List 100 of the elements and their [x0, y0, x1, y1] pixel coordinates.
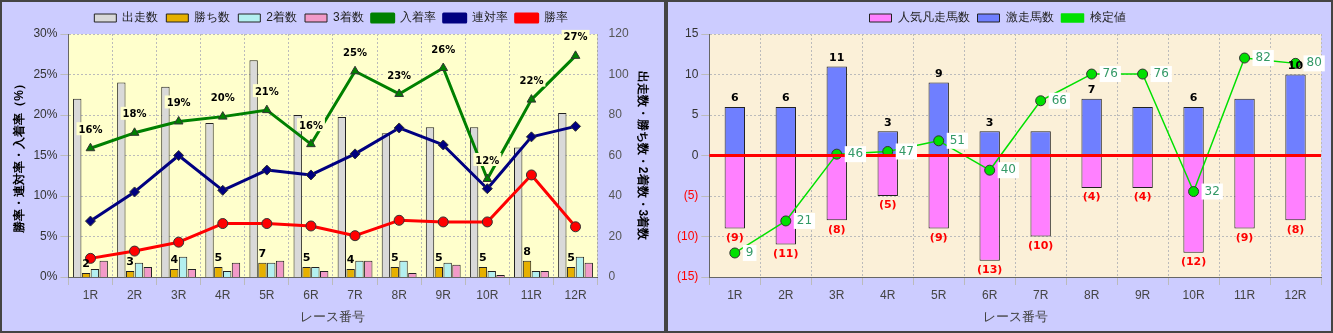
y-tick-label: 5%	[40, 228, 58, 243]
y-tick-label: (15)	[677, 269, 699, 284]
x-tick-label: 4R	[880, 287, 896, 302]
legend-label: 勝率	[543, 10, 568, 25]
point	[262, 104, 272, 114]
data-label: 5	[302, 251, 311, 265]
data-label: 40	[1000, 162, 1016, 177]
y-tick-label: 15%	[33, 147, 58, 162]
data-label: 9	[745, 245, 754, 260]
x-tick-label: 11R	[520, 287, 543, 302]
point	[84, 215, 96, 227]
point	[394, 88, 404, 97]
data-label: 6	[781, 91, 790, 105]
data-label: 19%	[166, 97, 191, 109]
point	[261, 164, 273, 176]
y2-axis-title: 出走数・勝ち数・2着数・3着数	[636, 70, 651, 242]
point	[393, 122, 405, 134]
data-label: 23%	[387, 69, 412, 81]
point	[984, 164, 996, 176]
point	[261, 218, 273, 230]
data-label: 51	[949, 132, 965, 147]
data-label: 8	[523, 245, 531, 259]
data-label: 7	[1087, 83, 1096, 97]
point	[570, 50, 581, 59]
point	[1239, 52, 1251, 64]
point	[780, 215, 792, 227]
data-label: (9)	[1235, 230, 1254, 244]
point	[217, 111, 228, 120]
point	[350, 65, 360, 75]
data-label: 27%	[563, 31, 588, 43]
data-label: 46	[847, 146, 864, 161]
point	[525, 131, 537, 143]
data-label: (10)	[1027, 238, 1054, 252]
data-label: 82	[1255, 50, 1271, 65]
x-tick-label: 5R	[931, 287, 947, 302]
x-axis-title: レース番号	[300, 308, 366, 324]
data-label: 5	[214, 251, 223, 265]
data-label: 3	[126, 255, 134, 269]
point	[85, 142, 96, 152]
y2-tick-label: 120	[608, 26, 629, 41]
data-label: 11	[829, 50, 845, 64]
point	[437, 139, 449, 151]
y2-tick-label: 100	[608, 66, 629, 81]
x-axis-title: レース番号	[982, 308, 1048, 324]
point	[217, 218, 229, 230]
data-label: 76	[1153, 66, 1169, 81]
data-label: 21%	[254, 85, 279, 97]
x-tick-label: 9R	[435, 287, 452, 302]
point	[129, 245, 141, 257]
y-tick-label: 25%	[33, 66, 58, 81]
point	[526, 94, 537, 103]
x-tick-label: 6R	[982, 287, 998, 302]
y-tick-label: 20%	[33, 107, 58, 122]
x-tick-label: 1R	[727, 287, 743, 302]
x-tick-label: 11R	[1233, 287, 1256, 302]
data-label: (4)	[1082, 190, 1101, 204]
point	[349, 230, 361, 242]
legend-label: 検定値	[1089, 10, 1126, 25]
y2-tick-label: 20	[608, 228, 623, 243]
data-label: 21	[796, 213, 813, 228]
x-tick-label: 2R	[126, 287, 143, 302]
data-label: (12)	[1180, 255, 1207, 269]
data-label: 3	[985, 115, 994, 129]
y-axis-title: 勝率・連対率・入着率（%）	[11, 78, 26, 234]
y2-tick-label: 0	[608, 269, 616, 284]
x-tick-label: 10R	[1182, 287, 1205, 302]
x-tick-label: 7R	[1032, 287, 1049, 302]
point	[570, 120, 582, 132]
y-tick-label: 5	[691, 107, 699, 122]
point	[173, 236, 185, 248]
y2-tick-label: 40	[608, 188, 623, 203]
point	[1035, 95, 1047, 107]
point	[481, 216, 493, 228]
x-tick-label: 3R	[170, 287, 187, 302]
legend-label: 2着数	[266, 10, 298, 25]
legend-label: 出走数	[122, 10, 159, 25]
x-tick-label: 8R	[391, 287, 408, 302]
y-tick-label: 0	[691, 147, 699, 162]
legend-label: 激走馬数	[1005, 10, 1054, 25]
data-label: 5	[567, 251, 575, 265]
data-label: 22%	[519, 75, 544, 87]
x-tick-label: 12R	[1284, 287, 1307, 302]
x-tick-label: 5R	[259, 287, 275, 302]
data-label: 9	[934, 66, 943, 80]
point	[933, 135, 945, 147]
legend-label: 人気凡走馬数	[897, 10, 970, 25]
point	[217, 184, 229, 196]
data-label: (5)	[878, 198, 897, 212]
legend-label: 3着数	[333, 10, 364, 25]
data-label: 76	[1102, 66, 1118, 81]
data-label: 80	[1306, 55, 1322, 70]
point	[1188, 186, 1200, 198]
x-tick-label: 12R	[564, 287, 587, 302]
data-label: (4)	[1133, 190, 1152, 204]
data-label: 5	[479, 251, 487, 265]
data-label: (8)	[827, 222, 846, 236]
data-label: 4	[170, 253, 179, 267]
data-label: 20%	[210, 92, 235, 104]
point	[729, 247, 741, 259]
data-label: 5	[435, 251, 443, 265]
